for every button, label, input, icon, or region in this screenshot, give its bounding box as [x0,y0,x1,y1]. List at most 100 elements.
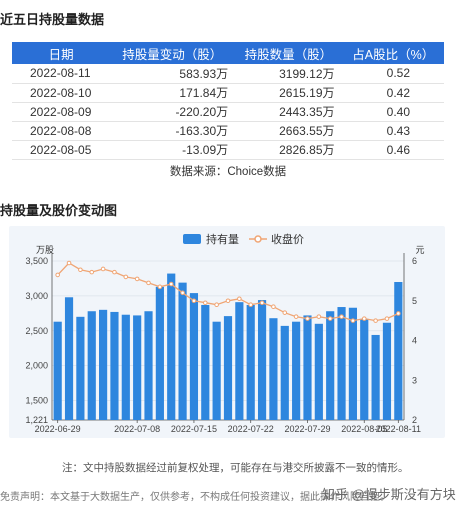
price-point [66,260,72,266]
holding-bar [223,316,233,420]
footnote: 注：文中持股数据经过前复权处理，可能存在与港交所披露不一致的情形。 [62,462,409,474]
price-point [191,298,197,304]
cell-shares: 2615.19万 [234,83,343,103]
cell-shares: 3199.12万 [234,64,343,84]
legend-label-price: 收盘价 [271,232,304,246]
price-point [146,280,151,286]
price-point [384,316,390,321]
cell-date: 2022-08-05 [12,140,111,160]
cell-ratio: 0.40 [342,102,444,122]
holding-bar [64,297,74,420]
price-point [396,311,401,316]
holding-bar [348,307,357,420]
price-point [202,300,208,306]
x-tick-label: 2022-08-05 [341,424,387,434]
holding-bar [87,311,96,420]
holding-bar [394,282,403,420]
holding-bar [280,325,289,420]
holding-bar [133,315,142,420]
x-tick-label: 2022-08-11 [376,424,421,434]
holding-bar [121,314,130,420]
left-tick-label: 1,500 [25,396,48,406]
cell-shares: 2663.55万 [234,121,343,141]
cell-ratio: 0.52 [342,64,444,84]
price-point [271,304,276,310]
holding-bar [326,311,335,420]
cell-change: 583.93万 [110,64,235,84]
price-point [237,296,242,302]
holding-bar [246,304,255,420]
right-tick-label: 6 [412,256,417,266]
table-row: 2022-08-11 583.93万 3199.12万 0.52 [12,64,444,84]
holding-bar [382,322,392,420]
holding-bar [155,286,164,420]
right-tick-label: 4 [412,336,417,346]
x-tick-label: 2022-07-15 [171,424,217,434]
holding-bar [189,293,199,420]
left-tick-label: 3,500 [25,256,48,266]
price-point [157,284,163,290]
chart-panel: 持有量 收盘价 万股 元 3,500 3,000 2,500 2,000 1,500 1,221 6… [9,226,445,438]
table-row: 2022-08-10 171.84万 2615.19万 0.42 [12,83,444,103]
price-point [248,302,254,308]
price-point [327,316,333,321]
holding-bar [303,315,312,420]
holding-bar [257,300,267,420]
cell-date: 2022-08-08 [12,121,111,141]
price-point [293,314,299,319]
holding-bar [178,282,187,420]
price-point [339,314,344,319]
price-point [134,276,140,282]
holding-bar [292,321,301,420]
right-tick-label: 2 [412,415,417,425]
price-point [373,318,378,323]
holding-bar [53,321,62,420]
section-title-chart: 持股量及股价变动图 [0,203,118,218]
price-point [100,266,106,272]
price-point [361,316,367,321]
price-point [282,310,288,315]
legend-bar-swatch [183,234,201,244]
cell-ratio: 0.42 [342,83,444,103]
price-point [168,281,174,287]
cell-shares: 2443.35万 [234,102,343,122]
right-tick-label: 3 [412,375,417,385]
price-line [57,262,399,322]
cell-date: 2022-08-10 [12,83,111,103]
table-row: 2022-08-05 -13.09万 2826.85万 0.46 [12,140,444,160]
cell-ratio: 0.46 [342,140,444,160]
holding-bar [99,309,108,420]
x-tick-label: 2022-06-29 [35,424,81,434]
cell-change: -220.20万 [110,102,235,122]
cell-change: -163.30万 [110,121,235,141]
price-point [89,269,95,275]
cell-change: -13.09万 [110,140,235,160]
table-header-row: 日期 持股量变动（股） 持股数量（股） 占A股比（%） [12,42,444,64]
holding-bar [314,323,323,420]
table-row: 2022-08-09 -220.20万 2443.35万 0.40 [12,102,444,122]
holding-bar [201,304,210,420]
holding-bar [144,311,153,420]
holding-bar [337,307,346,420]
table-row: 2022-08-08 -163.30万 2663.55万 0.43 [12,121,444,141]
holding-bar [76,316,85,420]
cell-change: 171.84万 [110,83,235,103]
cell-date: 2022-08-09 [12,102,111,122]
holdings-table: 日期 持股量变动（股） 持股数量（股） 占A股比（%） 2022-08-11 58… [12,42,444,160]
legend-label-holdings: 持有量 [206,232,239,246]
watermark: 知乎 @慢步斯没有方块 [322,487,456,502]
cell-ratio: 0.43 [342,121,444,141]
price-point [350,318,356,323]
price-point [78,267,83,273]
price-point [180,290,185,296]
section-title-holdings: 近五日持股量数据 [0,12,105,27]
header-change: 持股量变动（股） [110,42,235,64]
legend-line-marker [254,235,262,243]
x-tick-label: 2022-07-29 [284,424,330,434]
price-point [123,274,129,280]
holding-bar [269,318,278,420]
holding-bar [360,318,369,420]
holding-bar [110,311,119,420]
cell-shares: 2826.85万 [234,140,343,160]
